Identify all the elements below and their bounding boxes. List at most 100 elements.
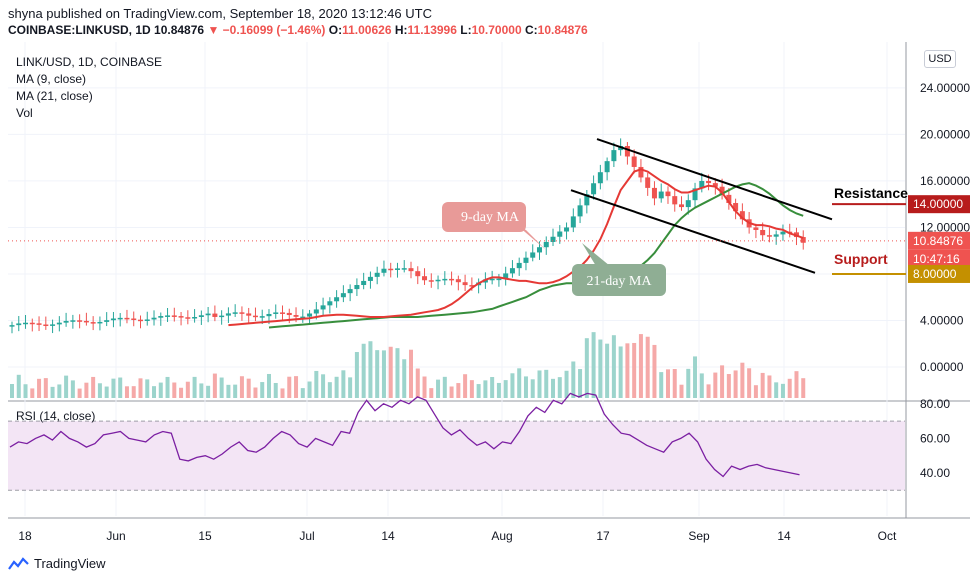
volume-bar	[50, 386, 55, 398]
candle-body	[9, 325, 15, 327]
volume-bar	[104, 386, 109, 398]
volume-bar	[463, 374, 468, 398]
volume-bar	[233, 384, 238, 398]
candle-body	[232, 312, 238, 314]
y-tick-label: 20.00000	[920, 127, 970, 141]
close-value: 10.84876	[537, 23, 588, 37]
support-price-tag: 8.00000	[913, 267, 957, 281]
volume-bar	[219, 377, 224, 398]
volume-bar	[787, 378, 792, 398]
volume-bar	[280, 388, 285, 398]
candle-body	[50, 324, 56, 326]
x-tick-label: Oct	[878, 529, 897, 543]
volume-bar	[402, 359, 407, 398]
x-tick-label: Jun	[106, 529, 125, 543]
volume-bar	[388, 346, 393, 398]
candle-body	[23, 322, 29, 325]
volume-bar	[747, 368, 752, 398]
candle-body	[496, 278, 502, 281]
support-label: Support	[834, 251, 888, 267]
tradingview-logo-icon	[8, 556, 29, 570]
candle-body	[63, 320, 69, 323]
candle-body	[16, 323, 22, 326]
volume-bar	[422, 376, 427, 398]
candle-body	[550, 236, 556, 242]
volume-bar	[145, 379, 150, 398]
candle-body	[367, 276, 373, 281]
volume-bar	[584, 338, 589, 398]
volume-bar	[381, 350, 386, 398]
candle-body	[733, 203, 739, 212]
volume-bar	[774, 382, 779, 398]
volume-bar	[77, 388, 82, 398]
candle-body	[307, 313, 313, 317]
volume-bar	[780, 383, 785, 398]
volume-bar	[341, 370, 346, 398]
volume-bar	[287, 376, 292, 398]
volume-bar	[686, 368, 691, 398]
volume-bar	[611, 335, 616, 398]
candle-body	[29, 322, 35, 325]
volume-bar	[517, 368, 522, 398]
ma21-callout-pointer	[582, 243, 610, 266]
support-price-tag-bg	[908, 264, 970, 283]
candle-body	[597, 172, 603, 184]
chart-legend: LINK/USD, 1D, COINBASE MA (9, close) MA …	[16, 54, 162, 122]
volume-bar	[138, 378, 143, 398]
volume-bar	[557, 377, 562, 398]
candle-body	[77, 320, 83, 322]
volume-bar	[409, 349, 413, 398]
candle-body	[131, 318, 137, 321]
channel-upper-line	[596, 138, 833, 221]
candle-body	[651, 187, 657, 199]
candle-body	[313, 309, 319, 314]
candle-body	[435, 279, 441, 282]
brand-name: TradingView	[34, 556, 106, 571]
volume-bar	[300, 388, 305, 398]
candle-body	[536, 247, 542, 253]
volume-bar	[395, 348, 400, 398]
volume-bar	[179, 387, 184, 398]
rsi-line	[9, 392, 800, 478]
volume-bar	[706, 384, 711, 398]
candle-body	[401, 268, 407, 270]
currency-button[interactable]: USD	[924, 50, 956, 68]
tradingview-logo[interactable]: TradingView	[8, 556, 106, 571]
candle-body	[97, 321, 103, 324]
volume-bar	[726, 374, 731, 398]
y-tick-label: 24.00000	[920, 81, 970, 95]
volume-bar	[753, 385, 758, 398]
volume-bar	[496, 382, 501, 398]
candle-body	[185, 317, 191, 319]
high-label: H:	[394, 23, 408, 37]
volume-bar	[672, 369, 677, 398]
last-price-tag-bg	[908, 231, 970, 250]
volume-bar	[57, 384, 62, 398]
candle-body	[672, 196, 678, 205]
volume-bar	[226, 384, 231, 398]
candle-body	[144, 319, 150, 321]
candle-body	[665, 191, 671, 197]
volume-bar	[70, 380, 75, 398]
candle-body	[692, 188, 698, 201]
ma21-callout-bg	[572, 264, 666, 296]
resistance-price-tag-bg	[908, 195, 970, 214]
candle-body	[381, 268, 387, 273]
candle-body	[753, 227, 759, 230]
candle-body	[300, 316, 306, 319]
volume-bar	[64, 375, 69, 398]
volume-bar	[618, 346, 623, 398]
volume-bar	[124, 386, 129, 398]
last-price-tag: 10.84876	[913, 234, 963, 248]
volume-bar	[551, 378, 556, 398]
candle-body	[259, 316, 265, 318]
volume-bar	[307, 381, 312, 398]
rsi-tick-label: 40.00	[920, 466, 950, 480]
volume-bar	[571, 361, 576, 398]
rsi-tick-label: 80.00	[920, 397, 950, 411]
legend-vol: Vol	[16, 106, 33, 120]
volume-bar	[266, 373, 271, 398]
candle-body	[712, 183, 718, 187]
volume-bar	[456, 383, 461, 398]
